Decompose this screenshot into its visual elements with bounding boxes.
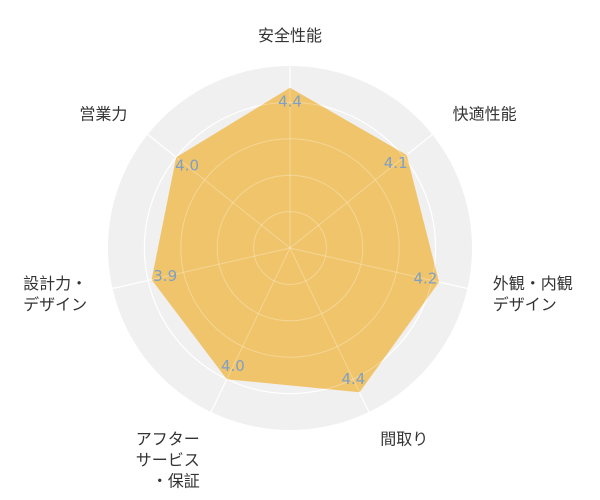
- axis-label-line: ・保証: [152, 471, 200, 490]
- axis-label-line: デザイン: [493, 294, 557, 313]
- value-label: 3.9: [153, 267, 177, 285]
- axis-label-line: 営業力: [79, 104, 127, 123]
- value-label: 4.4: [278, 92, 302, 110]
- axis-label: 間取り: [380, 429, 428, 448]
- value-label: 4.1: [384, 154, 408, 172]
- value-label: 4.4: [341, 370, 365, 388]
- axis-label-line: サービス: [136, 450, 200, 469]
- axis-label-line: 外観・内観: [493, 273, 573, 292]
- axis-label-line: アフター: [136, 429, 200, 448]
- axis-label-line: 設計力・: [23, 273, 87, 292]
- axis-label: 安全性能: [258, 26, 322, 45]
- axis-label-line: 安全性能: [258, 26, 322, 45]
- axis-label: 営業力: [79, 104, 127, 123]
- axis-label: 快適性能: [453, 104, 517, 123]
- axis-label: 設計力・デザイン: [23, 273, 87, 313]
- value-label: 4.0: [175, 156, 199, 174]
- value-label: 4.2: [413, 269, 437, 287]
- axis-label-line: 快適性能: [453, 104, 517, 123]
- value-label: 4.0: [221, 357, 245, 375]
- axis-label-line: 間取り: [380, 429, 428, 448]
- axis-label-line: デザイン: [23, 294, 87, 313]
- axis-label: 外観・内観デザイン: [493, 273, 573, 313]
- axis-label: アフターサービス・保証: [136, 429, 200, 490]
